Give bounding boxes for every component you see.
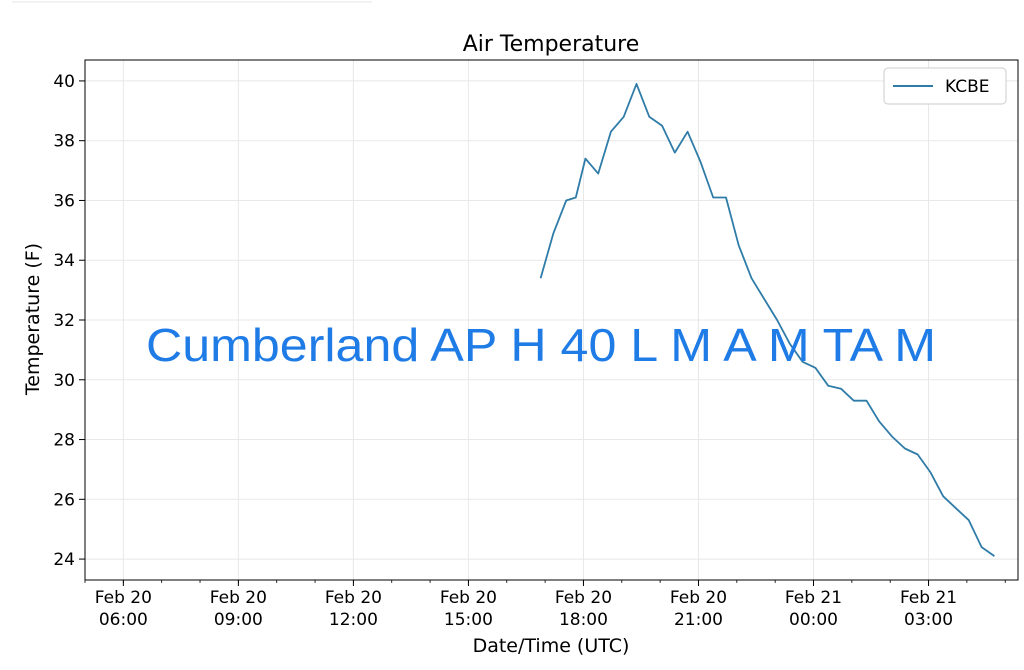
x-tick-label-date: Feb 20 <box>95 588 152 608</box>
x-tick-label-date: Feb 20 <box>555 588 612 608</box>
x-tick-label-date: Feb 20 <box>325 588 382 608</box>
y-tick-label: 30 <box>53 371 75 391</box>
y-tick-label: 34 <box>53 251 75 271</box>
y-tick-label: 38 <box>53 132 75 152</box>
series-line-kcbe <box>539 83 995 557</box>
x-tick-label-time: 09:00 <box>214 610 263 630</box>
x-tick-label-date: Feb 20 <box>440 588 497 608</box>
x-tick-label-time: 15:00 <box>444 610 493 630</box>
y-tick-label: 40 <box>53 72 75 92</box>
y-tick-label: 32 <box>53 311 75 331</box>
legend: KCBE <box>883 67 1007 105</box>
legend-label-kcbe: KCBE <box>945 77 990 97</box>
x-tick-label-time: 21:00 <box>674 610 723 630</box>
y-tick-label: 26 <box>53 490 75 510</box>
x-tick-label-time: 12:00 <box>329 610 378 630</box>
legend-box <box>883 67 1007 105</box>
series-layer <box>539 83 995 557</box>
grid-lines <box>85 60 1018 580</box>
y-axis-label: Temperature (F) <box>22 243 44 396</box>
x-tick-label-time: 03:00 <box>904 610 953 630</box>
x-tick-label-time: 00:00 <box>789 610 838 630</box>
x-tick-label-date: Feb 21 <box>785 588 842 608</box>
y-tick-label: 28 <box>53 431 75 451</box>
x-tick-label-date: Feb 21 <box>900 588 957 608</box>
x-tick-label-time: 18:00 <box>559 610 608 630</box>
y-tick-label: 24 <box>53 550 75 570</box>
x-axis-label: Date/Time (UTC) <box>473 635 630 657</box>
y-tick-label: 36 <box>53 191 75 211</box>
x-tick-label-date: Feb 20 <box>670 588 727 608</box>
chart-title: Air Temperature <box>463 32 640 57</box>
station-summary-overlay: Cumberland AP H 40 L M A M TA M <box>146 319 936 371</box>
x-tick-label-date: Feb 20 <box>210 588 267 608</box>
x-tick-label-time: 06:00 <box>99 610 148 630</box>
y-axis-ticks: 24 26 28 30 32 34 36 38 40 <box>53 72 85 570</box>
